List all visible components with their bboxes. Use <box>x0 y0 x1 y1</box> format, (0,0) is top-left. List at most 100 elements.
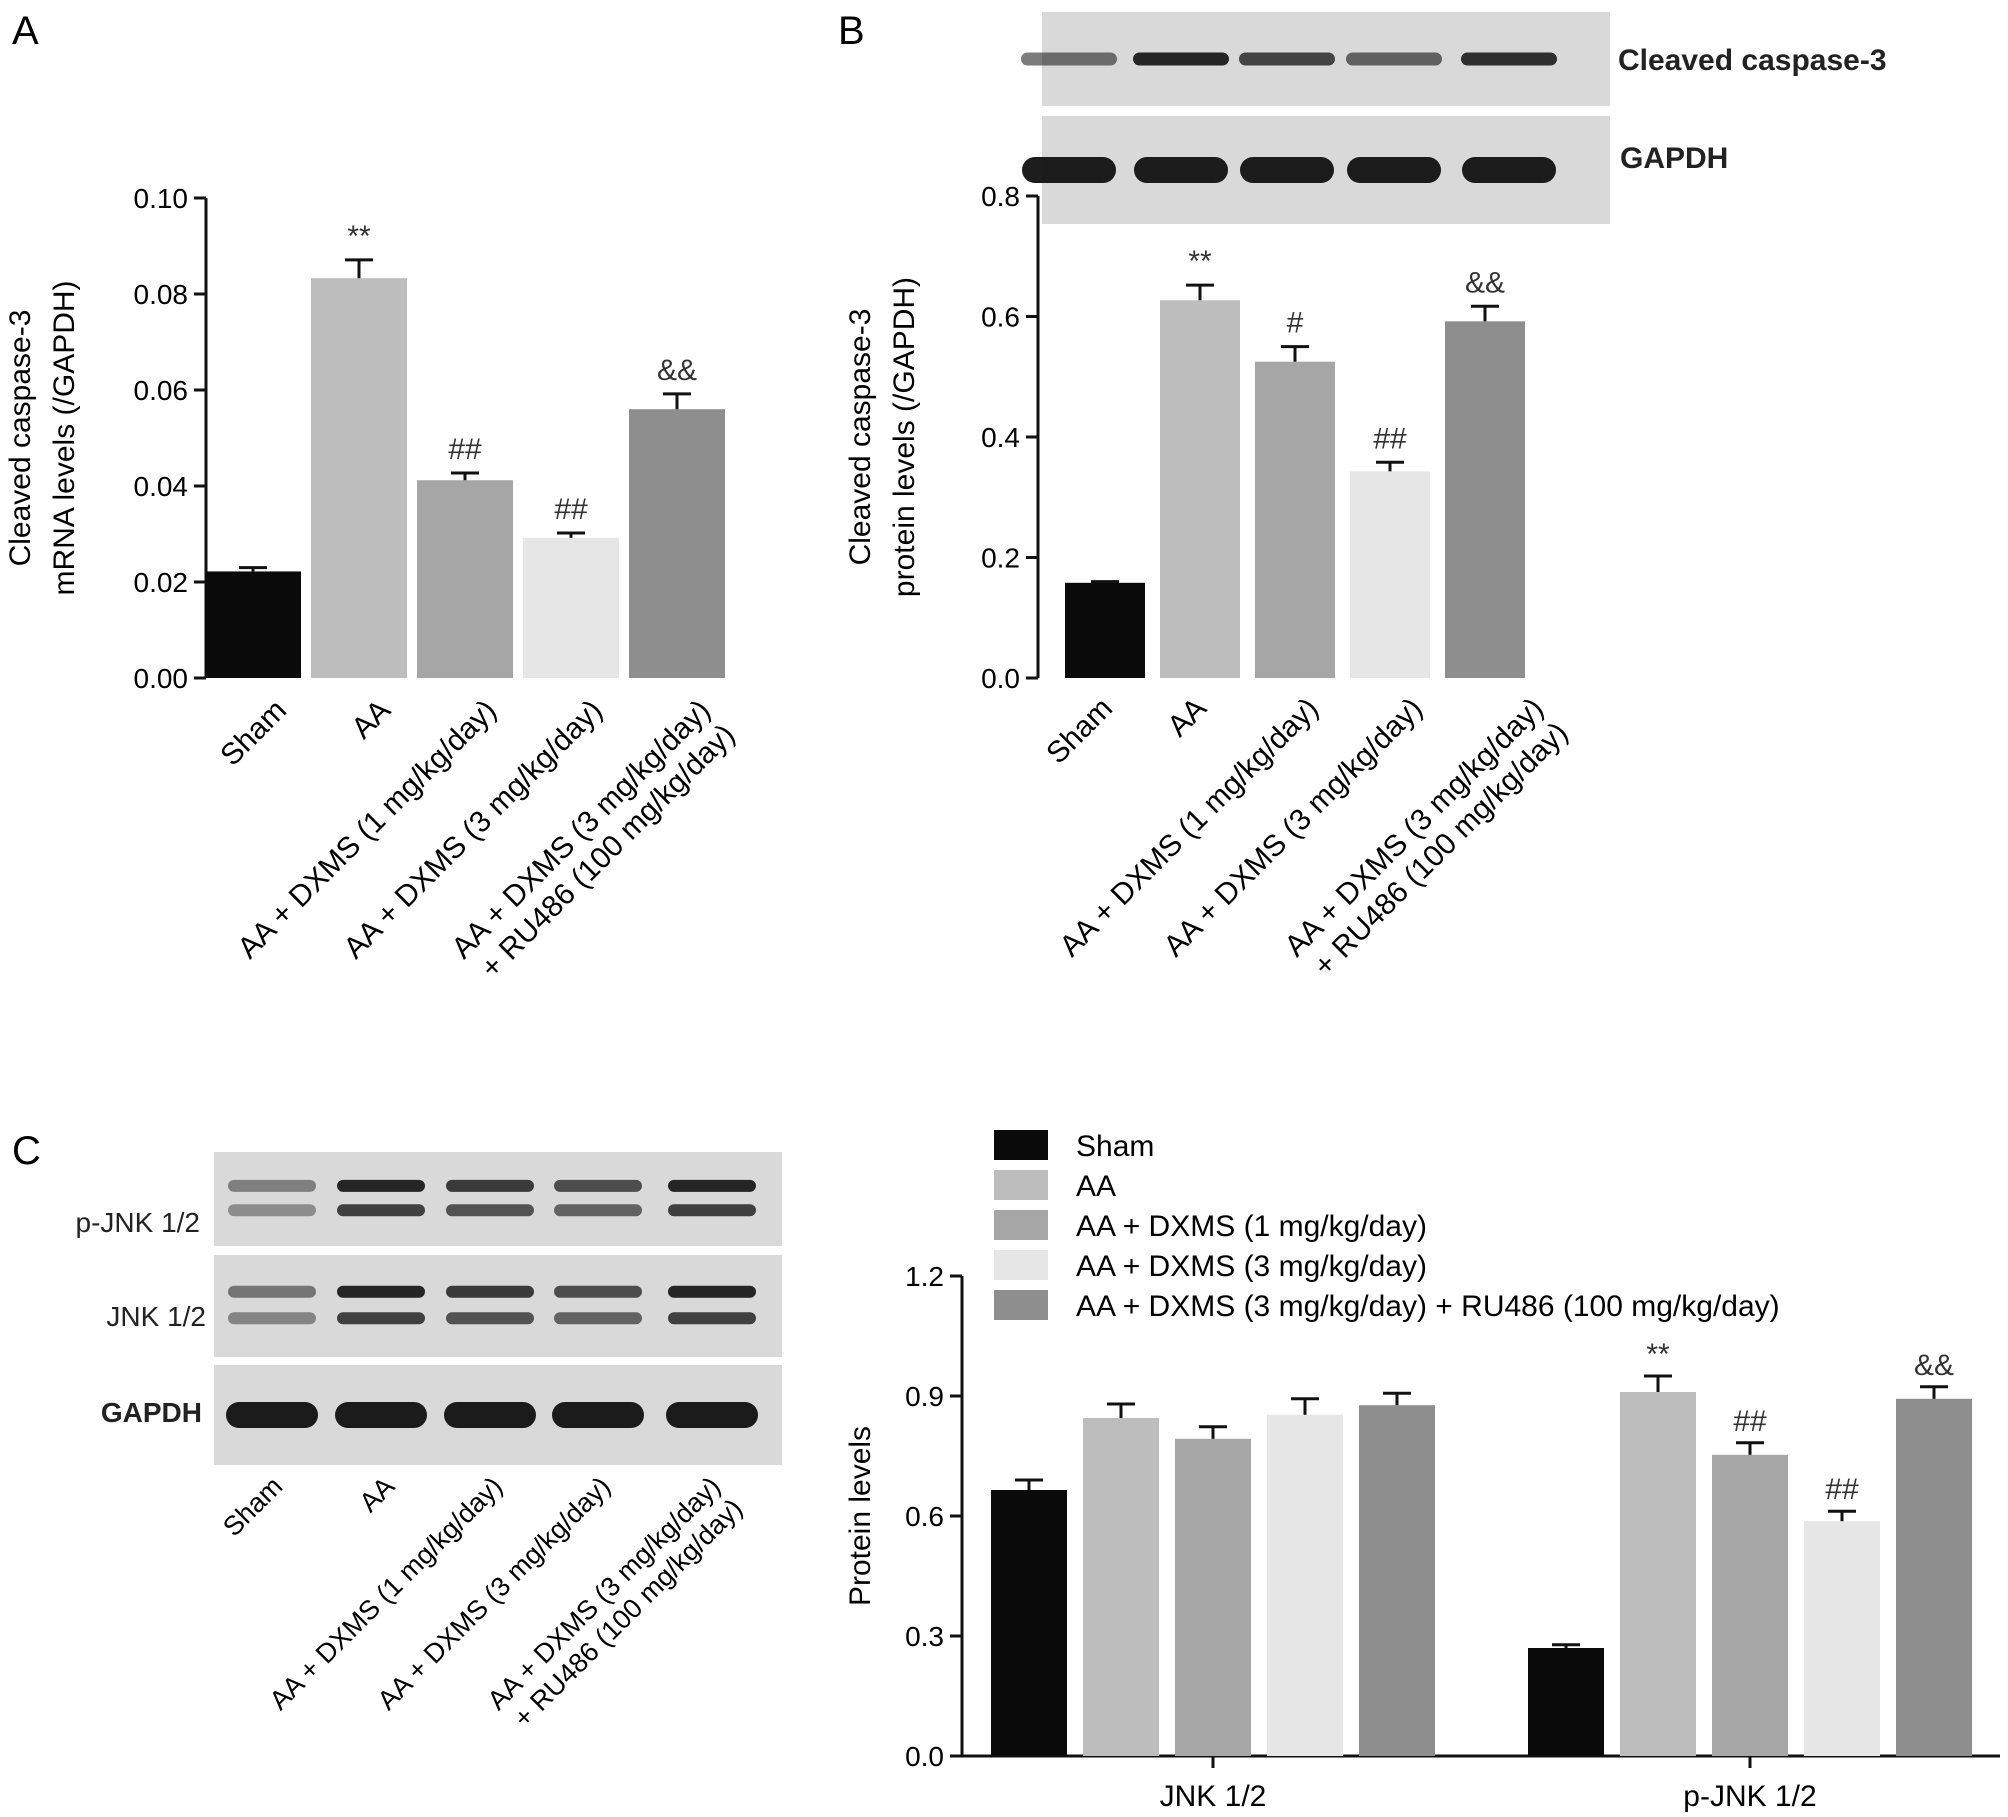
chart-c-legend-label: Sham <box>1076 1130 1154 1163</box>
chart-a-bar <box>523 538 619 678</box>
chart-c-legend-swatch <box>994 1290 1048 1320</box>
blot-c-jnk-band <box>446 1286 534 1298</box>
chart-a-bar <box>417 480 513 678</box>
chart-c-y-label: Protein levels <box>844 1426 877 1606</box>
chart-b-bar <box>1065 583 1145 678</box>
chart-a-group-label: Sham <box>214 694 293 773</box>
chart-c-significance-mark: ## <box>1733 1405 1767 1438</box>
chart-a-y-tick-label: 0.02 <box>134 567 189 598</box>
blot-c-p-jnk-band <box>446 1204 534 1216</box>
blot-c-group-label-line: AA <box>354 1471 401 1518</box>
chart-b-significance-mark: && <box>1465 266 1505 299</box>
blot-c-jnk-band <box>228 1286 316 1298</box>
chart-a: 0.000.020.040.060.080.10Cleaved caspase-… <box>4 183 725 694</box>
blot-b-gapdh-band <box>1462 157 1556 183</box>
chart-a-y-tick-label: 0.04 <box>134 471 189 502</box>
chart-c-y-tick-label: 0.3 <box>905 1621 944 1652</box>
blot-c-p-jnk-band <box>337 1180 425 1192</box>
blot-b-gapdh-band <box>1022 157 1116 183</box>
chart-c-bar <box>1528 1648 1604 1756</box>
chart-a-significance-mark: ** <box>347 220 371 253</box>
chart-b-group-label-line: AA <box>1161 692 1213 744</box>
blot-c-p-jnk-band <box>337 1204 425 1216</box>
chart-a-group-label-line: + RU486 (100 mg/kg/day) <box>475 718 742 985</box>
chart-a-bar <box>205 571 301 678</box>
blot-c-gapdh-band <box>335 1402 427 1428</box>
chart-c-y-tick-label: 0.9 <box>905 1381 944 1412</box>
blot-c-jnk-band <box>668 1286 756 1298</box>
blot-c-jnk-band <box>337 1286 425 1298</box>
blot-c-group-label: Sham <box>217 1471 288 1542</box>
chart-b-significance-mark: # <box>1287 307 1304 340</box>
chart-a-significance-mark: ## <box>448 433 482 466</box>
blot-b-cleaved-caspase-3 <box>1021 12 1610 106</box>
chart-c-significance-mark: ## <box>1825 1473 1859 1506</box>
blot-b-gapdh-band <box>1134 157 1228 183</box>
blot-label-jnk: JNK 1/2 <box>106 1301 206 1332</box>
blot-b-cleaved-caspase-3-band <box>1021 53 1117 66</box>
chart-c-y-tick-label: 1.2 <box>905 1261 944 1292</box>
chart-b-y-tick-label: 0.6 <box>981 302 1020 333</box>
chart-a-significance-mark: ## <box>554 493 588 526</box>
blot-c-jnk <box>214 1255 782 1357</box>
blot-b-gapdh-band <box>1240 157 1334 183</box>
chart-c-significance-mark: && <box>1914 1349 1954 1382</box>
blot-c-jnk-membrane <box>214 1255 782 1357</box>
blot-c-group-label-line: Sham <box>217 1471 288 1542</box>
blot-c-gapdh-band <box>552 1402 644 1428</box>
chart-b-y-label: protein levels (/GAPDH) <box>888 277 921 597</box>
chart-b-group-label: AA + DXMS (3 mg/kg/day)+ RU486 (100 mg/k… <box>1278 692 1574 988</box>
chart-c-x-tick-label: JNK 1/2 <box>1160 1780 1267 1813</box>
blot-c-gapdh <box>214 1365 782 1465</box>
chart-b-y-tick-label: 0.0 <box>981 663 1020 694</box>
chart-c-legend-swatch <box>994 1210 1048 1240</box>
blot-c-jnk-band <box>668 1312 756 1324</box>
blot-c-group-label: AA + DXMS (3 mg/kg/day)+ RU486 (100 mg/k… <box>482 1471 749 1738</box>
blot-c-jnk-band <box>554 1286 642 1298</box>
chart-c-bar <box>1620 1392 1696 1756</box>
chart-b: 0.0 0.2 0.4 0.6 0.8 Cleaved caspase-3 protein … <box>844 181 1525 694</box>
chart-c-significance-mark: ** <box>1646 1338 1670 1371</box>
chart-c-y-tick-label: 0.6 <box>905 1501 944 1532</box>
chart-c-legend-label: AA + DXMS (3 mg/kg/day) + RU486 (100 mg/… <box>1076 1290 1780 1323</box>
chart-c-legend-label: AA <box>1076 1170 1116 1203</box>
panel-letter-b: B <box>838 9 865 53</box>
chart-a-group-label: AA + DXMS (3 mg/kg/day)+ RU486 (100 mg/k… <box>445 694 741 990</box>
chart-a-y-label: mRNA levels (/GAPDH) <box>48 280 81 595</box>
blot-b-cleaved-caspase-3-band <box>1346 53 1442 66</box>
chart-c-legend-swatch <box>994 1250 1048 1280</box>
blot-c-gapdh-band <box>444 1402 536 1428</box>
blot-c-p-jnk-band <box>554 1204 642 1216</box>
chart-c-bar <box>991 1490 1067 1756</box>
chart-b-group-label-line: AA + DXMS (3 mg/kg/day) <box>1278 692 1550 964</box>
charts: 0.00 0.02 0.04 0.06 0.08 0.10 Cleaved caspase-… <box>4 181 2000 1813</box>
blot-c-gapdh-band <box>226 1402 318 1428</box>
chart-b-y-tick-label: 0.2 <box>981 543 1020 574</box>
blot-b-gapdh-band <box>1347 157 1441 183</box>
chart-c-legend-label: AA + DXMS (3 mg/kg/day) <box>1076 1250 1427 1283</box>
chart-b-significance-mark: ## <box>1373 422 1407 455</box>
chart-a-significance-mark: && <box>657 354 697 387</box>
blot-b-gapdh <box>1022 116 1610 224</box>
chart-c-bar <box>1712 1455 1788 1756</box>
blot-c-p-jnk-band <box>668 1180 756 1192</box>
blot-c-jnk-band <box>228 1312 316 1324</box>
panel-letter-c: C <box>12 1129 41 1173</box>
chart-a-y-label: Cleaved caspase-3 <box>4 310 37 567</box>
chart-c-bar <box>1804 1521 1880 1756</box>
blot-c-p-jnk-membrane <box>214 1152 782 1246</box>
chart-a-bar <box>311 278 407 678</box>
chart-a-group-label-line: Sham <box>214 694 293 773</box>
chart-b-group-label: AA <box>1161 692 1213 744</box>
chart-a-group-label: AA <box>345 694 397 746</box>
chart-b-y-tick-label: 0.4 <box>981 422 1020 453</box>
chart-c-bar <box>1175 1439 1251 1756</box>
blot-label-cleaved-caspase-3: Cleaved caspase-3 <box>1618 44 1887 77</box>
chart-b-y-tick-label: 0.8 <box>981 181 1020 212</box>
chart-b-group-label: Sham <box>1040 692 1119 771</box>
blot-c-p-jnk-band <box>446 1180 534 1192</box>
chart-c-bar <box>1359 1405 1435 1756</box>
blot-c-jnk-band <box>337 1312 425 1324</box>
panel-letter-a: A <box>12 9 39 53</box>
chart-c-bar <box>1267 1415 1343 1756</box>
